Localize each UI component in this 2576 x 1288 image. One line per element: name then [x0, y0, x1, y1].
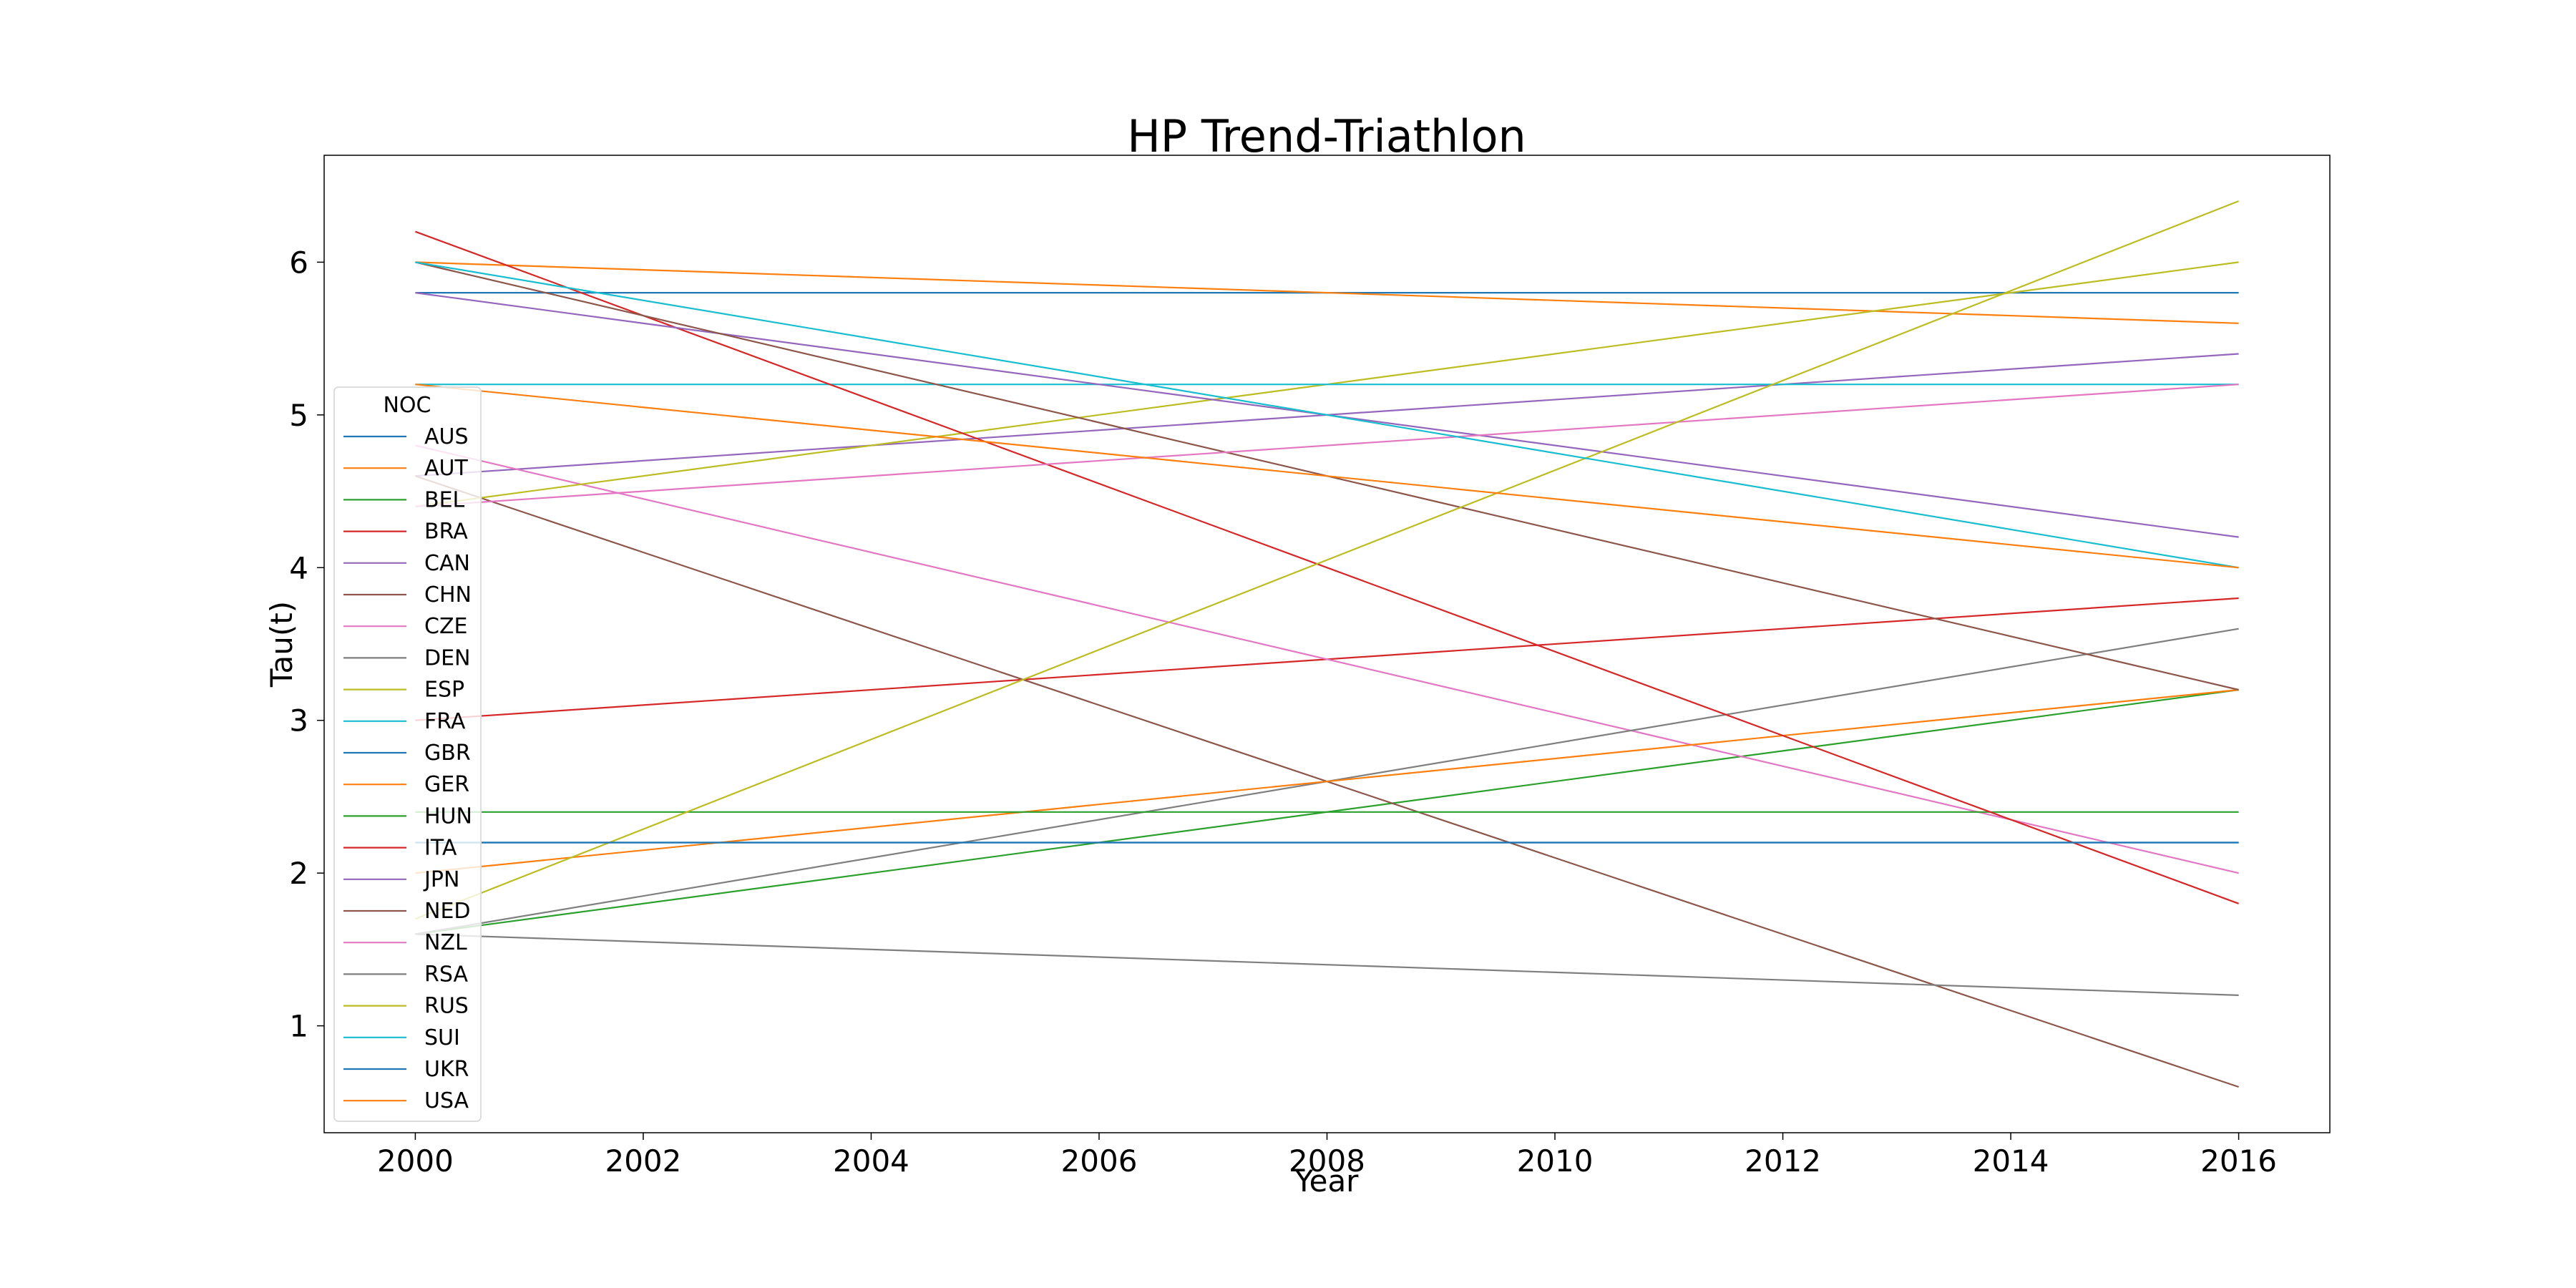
legend-item-den: DEN: [343, 645, 471, 670]
y-tick-label: 1: [289, 1009, 308, 1044]
legend-label: USA: [424, 1088, 469, 1113]
legend-label: GBR: [424, 741, 471, 766]
legend-label: BRA: [424, 519, 468, 545]
legend-title: NOC: [383, 393, 431, 418]
legend-label: SUI: [424, 1025, 460, 1050]
y-tick-label: 2: [289, 856, 308, 891]
legend-label: RSA: [424, 962, 468, 987]
legend-item-cze: CZE: [343, 614, 467, 639]
legend-item-jpn: JPN: [343, 867, 459, 892]
legend-label: NED: [424, 899, 471, 924]
legend-label: CAN: [424, 551, 470, 576]
legend-item-ned: NED: [343, 899, 471, 924]
series-line-rus: [414, 200, 2240, 920]
legend-label: UKR: [424, 1057, 469, 1082]
legend-label: GER: [424, 772, 469, 797]
axis-layer: 2000 2002 2004 2006 2008 2010 2012 2014 2016 1 2 3 4…: [289, 245, 2277, 1179]
legend-item-aus: AUS: [343, 424, 469, 449]
series-line-rsa: [415, 933, 2239, 996]
legend-item-gbr: GBR: [343, 741, 471, 766]
x-tick-label: 2010: [1517, 1143, 1594, 1179]
chart-title: HP Trend-Triathlon: [1127, 110, 1526, 162]
series-line-usa: [415, 384, 2239, 569]
y-tick-label: 3: [289, 703, 308, 738]
legend-item-ukr: UKR: [343, 1057, 469, 1082]
legend-label: RUS: [424, 994, 469, 1019]
x-axis-title: Year: [1294, 1163, 1360, 1199]
legend-item-sui: SUI: [343, 1025, 460, 1050]
legend-item-can: CAN: [343, 551, 470, 576]
series-line-ita: [415, 230, 2239, 904]
series-line-aut: [415, 261, 2239, 324]
x-tick-label: 2000: [377, 1143, 454, 1179]
legend-item-rsa: RSA: [343, 962, 468, 987]
x-tick-label: 2016: [2200, 1143, 2277, 1179]
legend-box: [333, 386, 482, 1122]
legend-item-usa: USA: [343, 1088, 469, 1113]
legend-item-bra: BRA: [343, 519, 468, 545]
y-tick-label: 6: [289, 245, 308, 280]
legend-item-bel: BEL: [343, 487, 465, 512]
legend-label: CZE: [424, 614, 467, 639]
legend-item-fra: FRA: [343, 709, 466, 734]
series-line-nzl: [415, 384, 2239, 507]
legend-label: FRA: [424, 709, 466, 734]
x-tick-label: 2014: [1973, 1143, 2049, 1179]
legend-label: ESP: [424, 678, 464, 703]
legend-label: AUS: [424, 424, 469, 449]
x-tick-label: 2006: [1061, 1143, 1138, 1179]
series-layer: [414, 200, 2240, 1088]
legend-label: NZL: [424, 930, 467, 955]
legend-item-aut: AUT: [343, 456, 468, 481]
legend-item-ita: ITA: [343, 836, 457, 861]
x-tick-label: 2012: [1745, 1143, 1821, 1179]
legend-item-esp: ESP: [343, 678, 464, 703]
series-line-cze: [415, 444, 2239, 874]
x-tick-label: 2008: [1289, 1143, 1365, 1179]
legend-item-nzl: NZL: [343, 930, 467, 955]
legend-label: AUT: [424, 456, 468, 481]
legend-label: HUN: [424, 804, 472, 829]
y-tick-label: 5: [289, 398, 308, 433]
legend-items: AUS AUT BEL BRA CAN CHN CZE DEN ESP FRA GBR GER HUN I…: [343, 424, 472, 1113]
x-tick-label: 2004: [833, 1143, 909, 1179]
x-tick-label: 2002: [605, 1143, 681, 1179]
legend-label: BEL: [424, 487, 465, 512]
legend-label: DEN: [424, 645, 471, 670]
legend-label: JPN: [423, 867, 459, 892]
legend: NOC AUS AUT BEL BRA CAN CHN CZE DEN ESP FRA GBR GER…: [333, 386, 482, 1122]
legend-label: ITA: [424, 836, 457, 861]
series-line-sui: [415, 261, 2239, 569]
y-tick-label: 4: [289, 550, 308, 585]
legend-label: CHN: [424, 582, 472, 608]
legend-item-hun: HUN: [343, 804, 472, 829]
legend-item-ger: GER: [343, 772, 469, 797]
legend-item-chn: CHN: [343, 582, 472, 608]
legend-item-rus: RUS: [343, 994, 469, 1019]
y-axis-title: Tau(t): [264, 601, 299, 688]
